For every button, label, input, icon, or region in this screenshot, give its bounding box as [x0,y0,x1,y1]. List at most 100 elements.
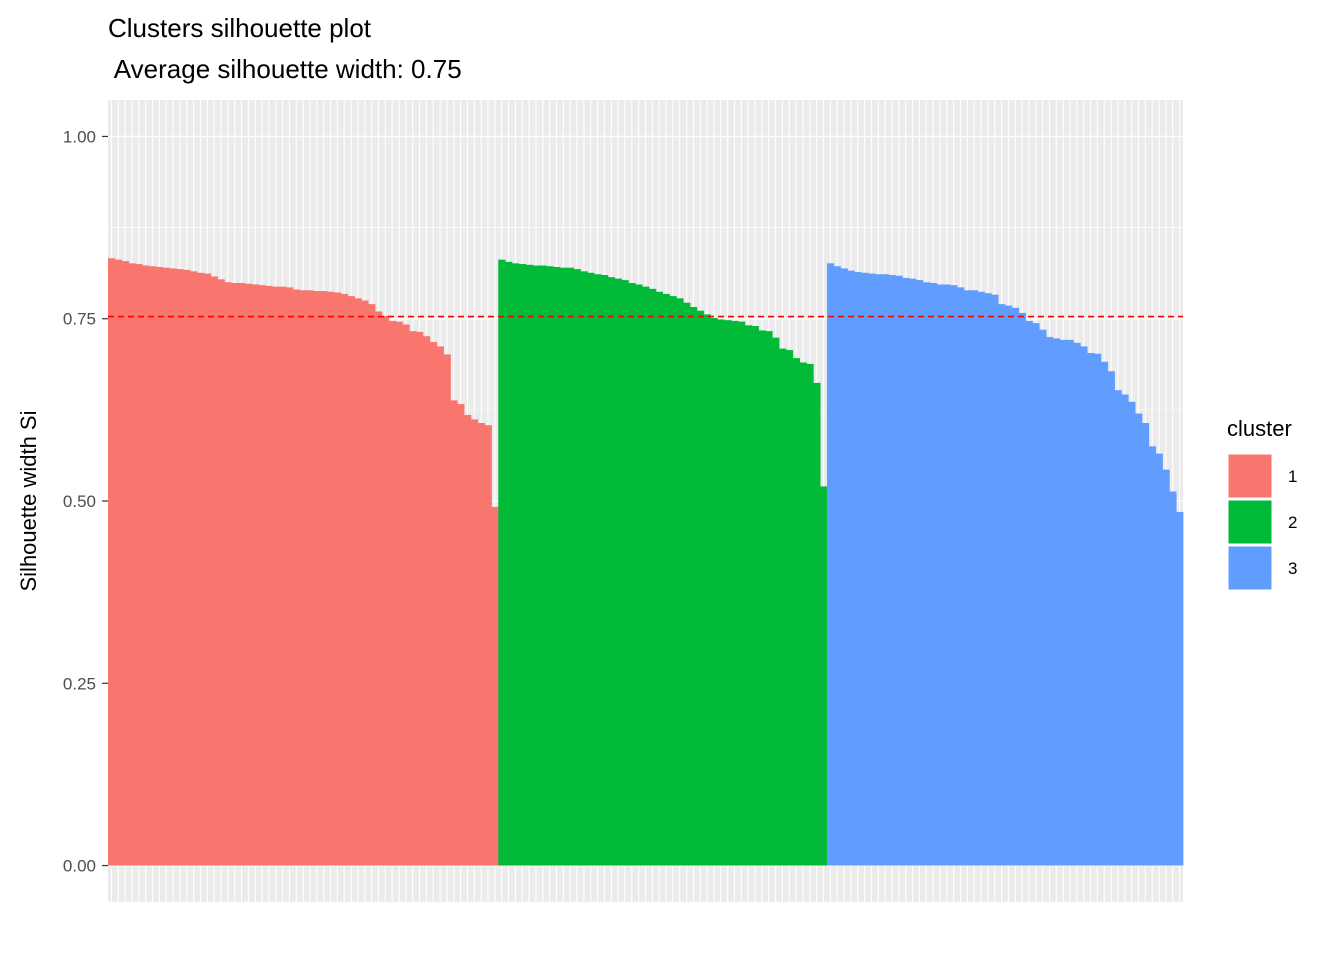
silhouette-bar [1141,422,1150,866]
silhouette-bar [443,354,451,866]
silhouette-bar [190,271,198,866]
legend-label: 2 [1288,513,1297,532]
silhouette-bar [320,291,328,866]
silhouette-bar [108,258,116,866]
silhouette-bar [621,280,629,866]
silhouette-bar [696,310,705,866]
silhouette-bar [991,294,999,866]
silhouette-bar [484,425,492,866]
silhouette-bar [998,304,1006,866]
silhouette-bar [648,288,657,866]
silhouette-bar [826,263,835,866]
silhouette-bar [642,286,650,866]
silhouette-bar [881,274,889,866]
silhouette-bar [217,279,225,866]
silhouette-bar [840,268,848,866]
silhouette-bar [847,270,855,866]
silhouette-bar [573,269,581,866]
silhouette-bar [635,284,643,866]
silhouette-bar [669,296,677,866]
silhouette-bar [594,274,602,866]
silhouette-bar [888,274,896,866]
silhouette-bar [580,271,588,866]
silhouette-bar [1107,371,1115,866]
silhouette-bar [511,263,520,866]
silhouette-bar [1073,342,1081,866]
silhouette-bar [724,320,732,866]
silhouette-bar [470,419,479,866]
silhouette-bar [306,290,314,866]
silhouette-bar [491,506,499,866]
silhouette-bar [286,287,294,866]
silhouette-bar [238,283,246,866]
silhouette-bar [340,293,349,866]
silhouette-bar [1087,352,1095,866]
silhouette-bar [1176,511,1184,866]
silhouette-bar [655,291,664,866]
silhouette-bar [368,304,376,866]
silhouette-bar [1025,320,1033,866]
silhouette-bar [416,331,424,866]
silhouette-bar [135,264,143,866]
silhouette-bar [155,266,164,866]
silhouette-bar [963,290,972,866]
silhouette-bar [265,285,273,866]
legend-title: cluster [1227,416,1292,441]
silhouette-bar [607,277,616,866]
silhouette-bar [957,287,965,866]
silhouette-bar [1121,394,1129,866]
silhouette-bar [779,348,787,866]
silhouette-bar [279,286,287,866]
silhouette-bar [902,277,910,866]
silhouette-bar [121,261,129,866]
silhouette-bar [149,266,157,866]
silhouette-bar [422,336,431,866]
silhouette-bar [498,259,506,866]
silhouette-bar [210,276,218,866]
silhouette-bar [566,267,575,866]
y-tick-label: 0.00 [63,857,96,876]
silhouette-bar [683,302,691,866]
silhouette-bar [1169,491,1177,866]
silhouette-bar [765,331,773,866]
silhouette-bar [375,311,383,866]
silhouette-bar [614,278,622,866]
silhouette-bar [929,283,937,866]
silhouette-bar [1080,346,1088,866]
silhouette-bar [950,285,958,866]
silhouette-bar [258,285,266,866]
silhouette-bar [162,267,171,866]
silhouette-bar [1052,338,1061,866]
chart-title: Clusters silhouette plot [108,13,372,43]
silhouette-bar [1093,353,1102,866]
silhouette-bar [327,291,335,866]
silhouette-bar [751,326,759,866]
silhouette-bar [197,272,205,866]
silhouette-bar [895,275,903,866]
silhouette-bar [183,269,191,866]
silhouette-bar [1148,446,1157,866]
y-tick-label: 1.00 [63,127,96,146]
legend: cluster 1 2 3 [1227,416,1297,591]
silhouette-bar [388,320,396,866]
silhouette-bar [676,298,684,866]
silhouette-bar [559,267,568,866]
silhouette-bar [792,358,800,866]
silhouette-bar [525,264,533,866]
silhouette-bar [1059,339,1067,866]
silhouette-bar [758,330,766,866]
y-tick-label: 0.75 [63,310,96,329]
silhouette-bar [868,273,876,866]
silhouette-bar [114,259,123,866]
silhouette-bar [518,264,527,866]
silhouette-bar [1155,453,1163,866]
chart-subtitle: Average silhouette width: 0.75 [108,54,462,84]
silhouette-bar [402,324,410,866]
silhouette-bar [744,325,753,866]
legend-label: 1 [1288,467,1297,486]
silhouette-bar [662,293,670,866]
silhouette-bar [854,272,862,866]
silhouette-bar [1018,312,1026,866]
silhouette-bar [915,280,924,866]
